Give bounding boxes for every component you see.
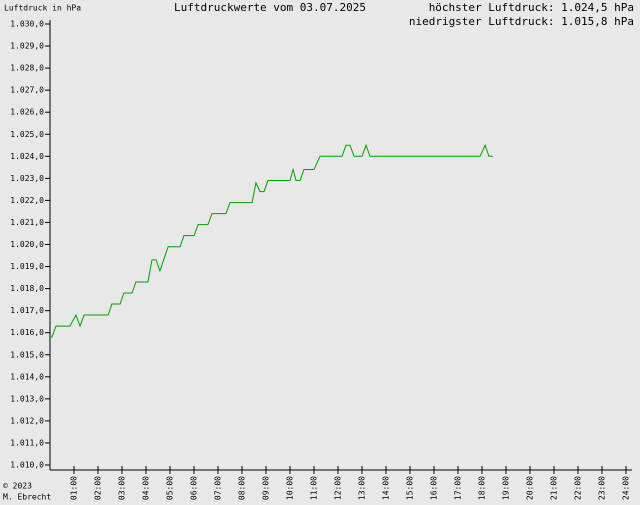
y-tick-label: 1.024,0 bbox=[10, 152, 44, 161]
y-tick-label: 1.027,0 bbox=[10, 86, 44, 95]
y-tick-label: 1.011,0 bbox=[10, 438, 44, 447]
y-tick-label: 1.013,0 bbox=[10, 394, 44, 403]
x-tick-label: 09:00 bbox=[262, 476, 271, 500]
footer: © 2023 bbox=[3, 482, 32, 491]
x-tick-label: 19:00 bbox=[502, 476, 511, 500]
x-tick-label: 18:00 bbox=[478, 476, 487, 500]
x-tick-label: 05:00 bbox=[166, 476, 175, 500]
y-tick-label: 1.025,0 bbox=[10, 130, 44, 139]
x-tick-label: 07:00 bbox=[214, 476, 223, 500]
x-tick-label: 16:00 bbox=[430, 476, 439, 500]
y-tick-label: 1.017,0 bbox=[10, 306, 44, 315]
x-tick-label: 22:00 bbox=[574, 476, 583, 500]
y-tick-label: 1.010,0 bbox=[10, 461, 44, 470]
data-line bbox=[50, 143, 494, 338]
min-text: niedrigster Luftdruck: 1.015,8 hPa bbox=[409, 15, 634, 28]
y-axis-label: Luftdruck in hPa bbox=[4, 4, 81, 13]
x-tick-label: 13:00 bbox=[358, 476, 367, 500]
x-tick-label: 17:00 bbox=[454, 476, 463, 500]
y-tick-label: 1.030,0 bbox=[10, 20, 44, 29]
y-tick-label: 1.026,0 bbox=[10, 108, 44, 117]
x-tick-label: 06:00 bbox=[190, 476, 199, 500]
x-tick-label: 12:00 bbox=[334, 476, 343, 500]
max-text: höchster Luftdruck: 1.024,5 hPa bbox=[429, 1, 634, 14]
x-tick-label: 21:00 bbox=[550, 476, 559, 500]
y-tick-label: 1.023,0 bbox=[10, 174, 44, 183]
y-tick-label: 1.019,0 bbox=[10, 262, 44, 271]
chart-title: Luftdruckwerte vom 03.07.2025 bbox=[174, 1, 366, 14]
x-tick-label: 02:00 bbox=[94, 476, 103, 500]
x-tick-label: 03:00 bbox=[118, 476, 127, 500]
y-tick-label: 1.028,0 bbox=[10, 64, 44, 73]
x-tick-label: 23:00 bbox=[598, 476, 607, 500]
x-tick-label: 24:00 bbox=[622, 476, 631, 500]
x-tick-label: 11:00 bbox=[310, 476, 319, 500]
x-tick-label: 15:00 bbox=[406, 476, 415, 500]
y-tick-label: 1.018,0 bbox=[10, 284, 44, 293]
y-tick-label: 1.015,0 bbox=[10, 350, 44, 359]
y-tick-label: 1.014,0 bbox=[10, 372, 44, 381]
y-tick-label: 1.029,0 bbox=[10, 42, 44, 51]
x-tick-label: 08:00 bbox=[238, 476, 247, 500]
footer: M. Ebrecht bbox=[3, 493, 51, 502]
y-tick-label: 1.022,0 bbox=[10, 196, 44, 205]
x-tick-label: 10:00 bbox=[286, 476, 295, 500]
x-tick-label: 04:00 bbox=[142, 476, 151, 500]
y-tick-label: 1.021,0 bbox=[10, 218, 44, 227]
y-tick-label: 1.016,0 bbox=[10, 328, 44, 337]
x-tick-label: 01:00 bbox=[70, 476, 79, 500]
y-tick-label: 1.020,0 bbox=[10, 240, 44, 249]
y-tick-label: 1.012,0 bbox=[10, 416, 44, 425]
x-tick-label: 14:00 bbox=[382, 476, 391, 500]
x-tick-label: 20:00 bbox=[526, 476, 535, 500]
